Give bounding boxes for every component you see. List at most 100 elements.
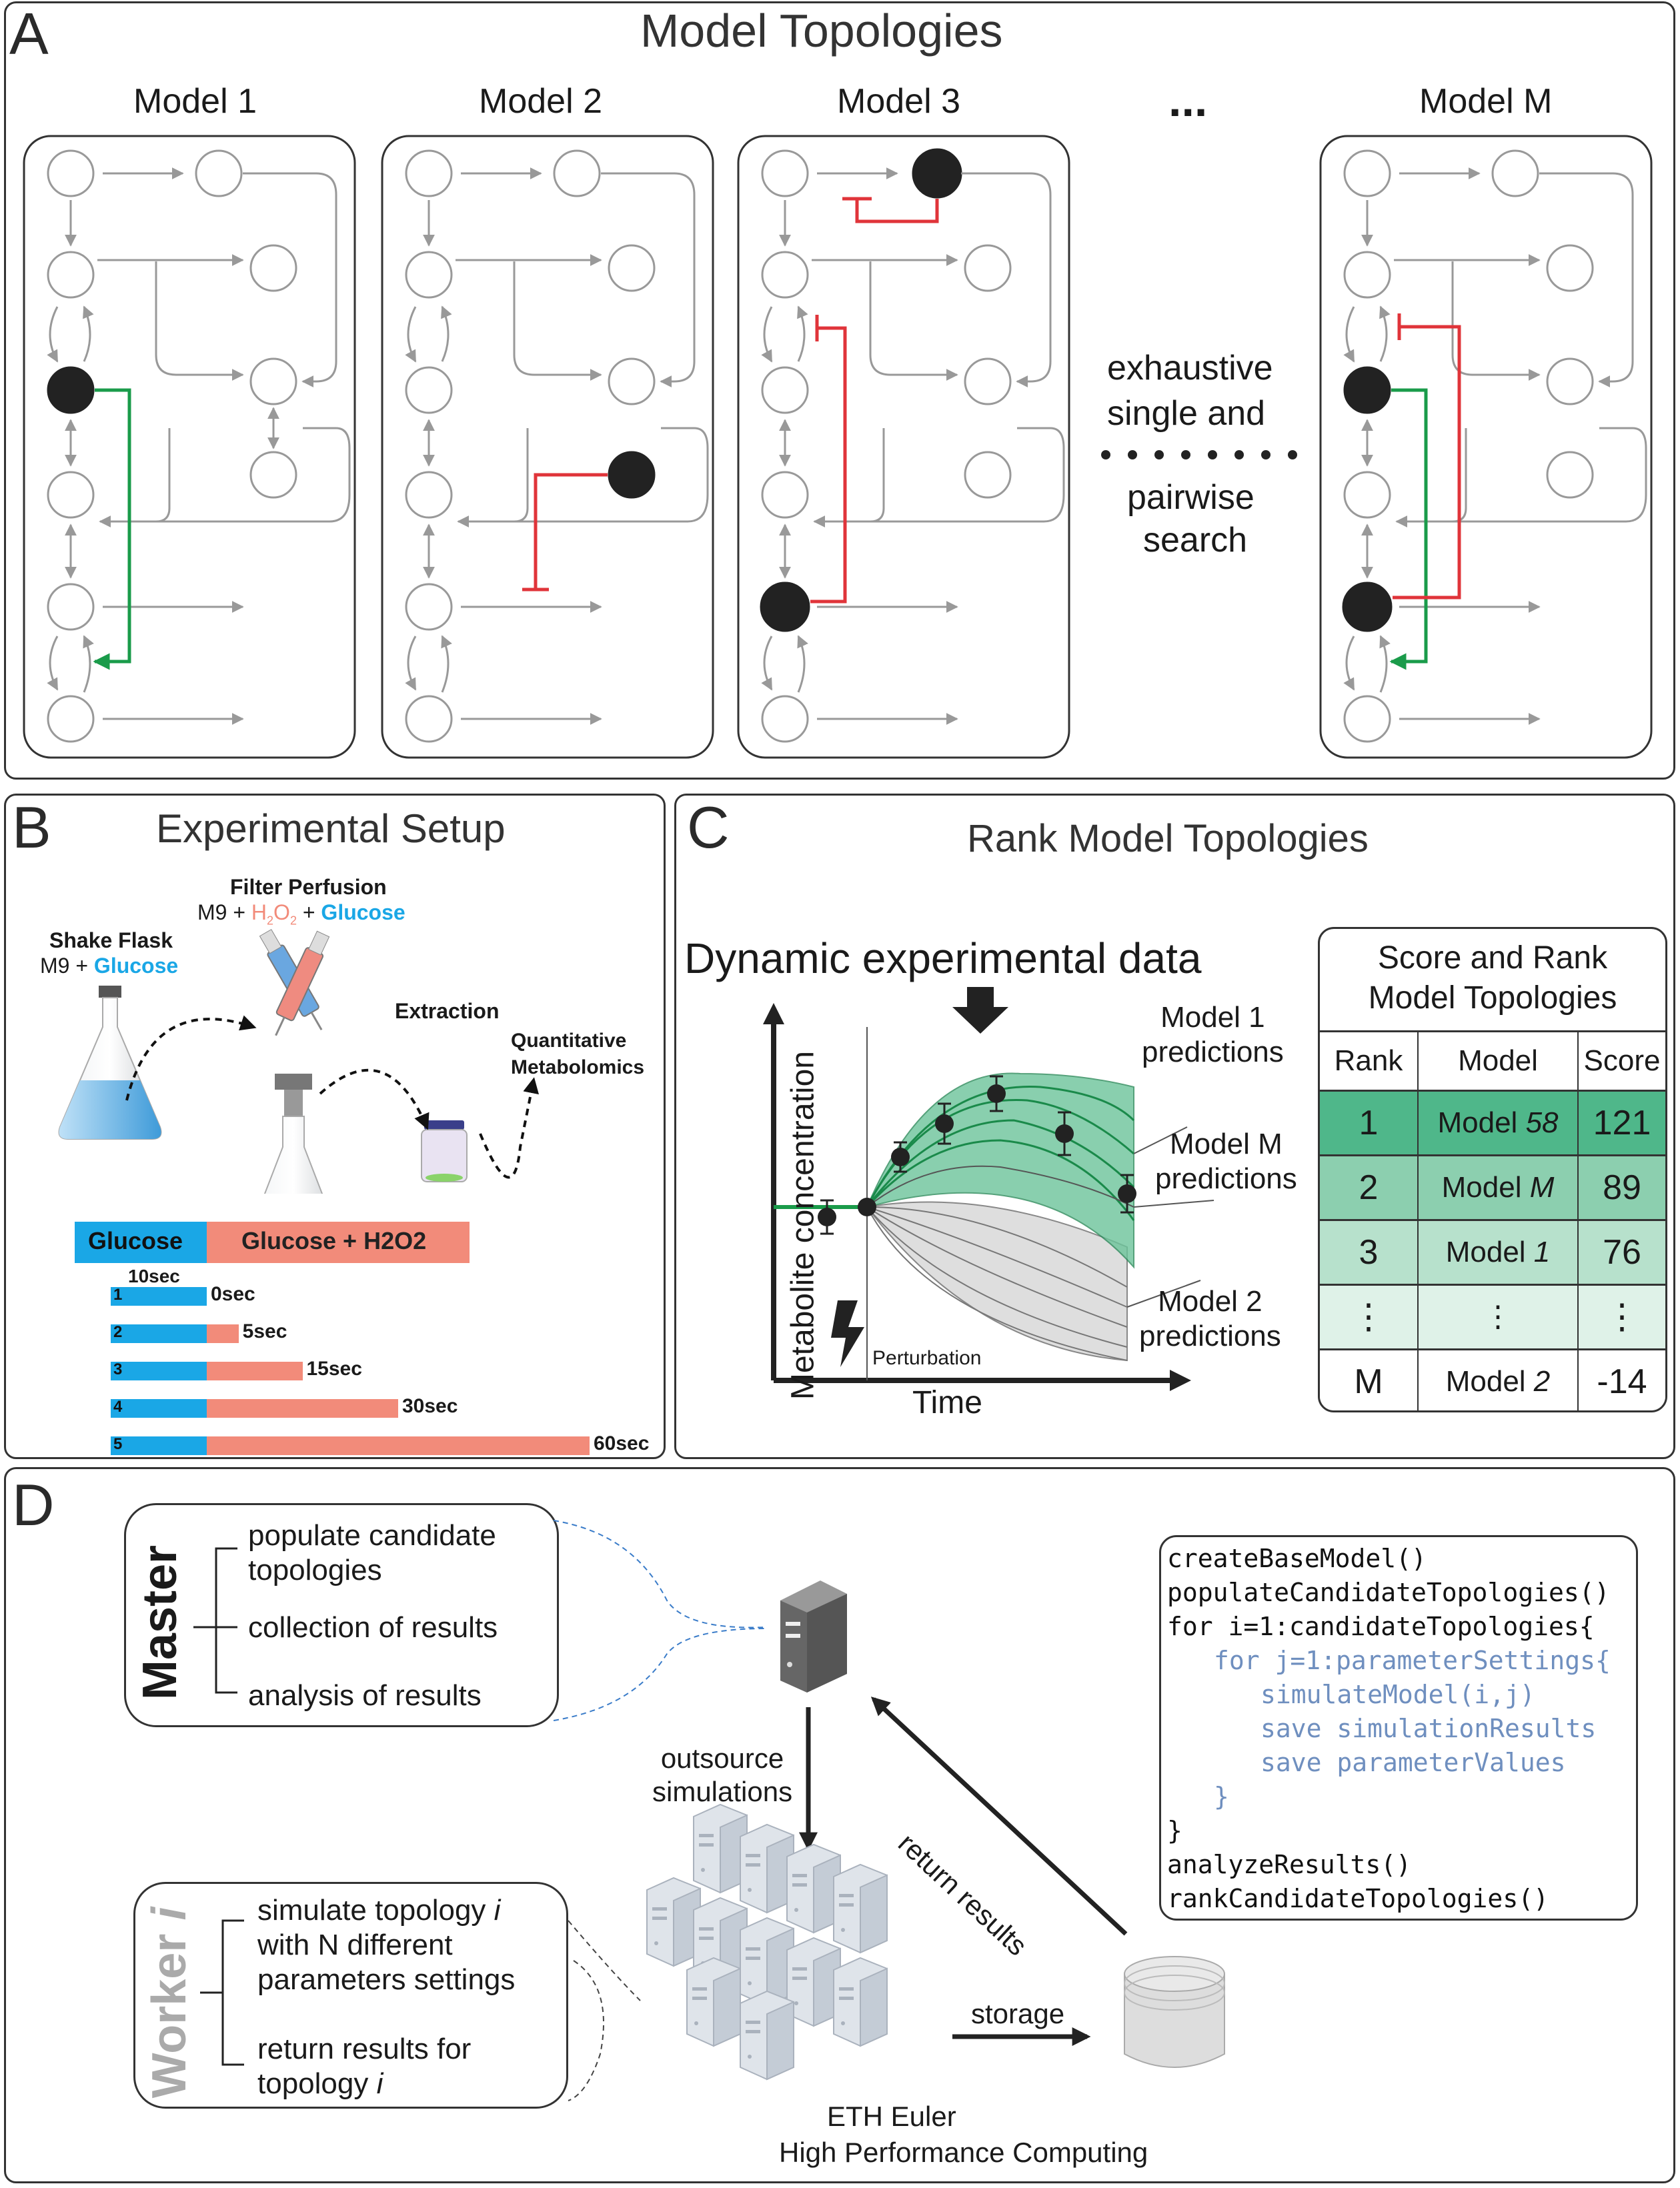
master-item-analysis: analysis of results xyxy=(248,1679,482,1712)
node xyxy=(553,149,601,197)
data-point xyxy=(987,1084,1006,1103)
schedule-duration-label: 0sec xyxy=(211,1283,255,1305)
node xyxy=(761,366,809,414)
model-3-title: Model 3 xyxy=(837,82,960,121)
node xyxy=(249,357,297,405)
model-1-title: Model 1 xyxy=(133,82,257,121)
code-line: createBaseModel() xyxy=(1167,1544,1427,1573)
server-icon xyxy=(833,1863,888,1954)
schedule-row-number: 3 xyxy=(113,1360,123,1378)
experiment-illustration xyxy=(58,929,540,1194)
data-point xyxy=(858,1198,876,1216)
panel-a-label: A xyxy=(9,1,49,67)
score-cell: 76 xyxy=(1579,1221,1665,1284)
data-points xyxy=(818,1075,1136,1235)
node xyxy=(195,149,243,197)
schedule-h2o2-segment xyxy=(207,1324,239,1343)
filter-flask-icon xyxy=(263,1074,323,1194)
node xyxy=(1343,695,1391,743)
model-cell: Model 58 xyxy=(1419,1092,1579,1154)
model-cell: Model M xyxy=(1419,1156,1579,1219)
shake-flask-label: Shake Flask xyxy=(49,928,173,952)
h2o2-text: H2O2 xyxy=(251,900,297,928)
extraction-label: Extraction xyxy=(395,999,500,1023)
score-cell: 89 xyxy=(1579,1156,1665,1219)
schedule-h2o2-segment xyxy=(207,1362,303,1380)
node xyxy=(1491,149,1539,197)
node xyxy=(405,471,453,519)
schedule-duration-label: 15sec xyxy=(306,1358,362,1380)
node xyxy=(964,244,1012,292)
schedule-glucose-segment xyxy=(111,1324,207,1343)
score-cell: ⋮ xyxy=(1579,1286,1665,1348)
schedule-glucose-segment xyxy=(111,1399,207,1418)
node xyxy=(47,149,95,197)
table-row: 3 Model 1 76 xyxy=(1320,1219,1665,1284)
panel-c-title: Rank Model Topologies xyxy=(967,817,1369,860)
cluster-icon xyxy=(646,1803,888,2081)
model-m-network xyxy=(1319,135,1653,759)
server-icon xyxy=(693,1803,748,1894)
server-icon xyxy=(740,1823,794,1914)
node xyxy=(405,695,453,743)
node xyxy=(1343,149,1391,197)
perturbed-node xyxy=(1342,582,1393,632)
model-1-predictions-label: Model 1 predictions xyxy=(1142,1001,1284,1068)
master-item-populate: populate candidate xyxy=(248,1519,496,1552)
code-line: for i=1:candidateTopologies{ xyxy=(1167,1612,1595,1641)
database-icon xyxy=(1124,1956,1225,2068)
table-row: M Model 2 -14 xyxy=(1320,1348,1665,1410)
glucose-bar-label: Glucose xyxy=(88,1227,183,1254)
score-cell: -14 xyxy=(1579,1350,1665,1410)
schedule-glucose-segment xyxy=(111,1287,207,1306)
quant-label-2: Metabolomics xyxy=(511,1056,645,1078)
search-text-3: pairwise xyxy=(1127,478,1254,517)
node xyxy=(608,244,656,292)
node xyxy=(405,149,453,197)
model-cell: ⋮ xyxy=(1419,1286,1579,1348)
worker-box xyxy=(133,1882,568,2109)
node xyxy=(964,357,1012,405)
shake-flask-icon xyxy=(58,986,162,1140)
server-icon xyxy=(833,1957,888,2047)
model-cell: Model 1 xyxy=(1419,1221,1579,1284)
search-text-2: single and xyxy=(1107,394,1266,433)
model-2-network xyxy=(381,135,714,759)
node xyxy=(1546,357,1594,405)
node xyxy=(249,244,297,292)
panel-a-title: Model Topologies xyxy=(640,5,1003,57)
model-m-curve xyxy=(866,1165,1134,1208)
master-bracket xyxy=(193,1547,237,1694)
rank-cell: 2 xyxy=(1320,1156,1419,1219)
schedule-glucose-segment xyxy=(111,1362,207,1380)
sample-vial-icon xyxy=(421,1120,468,1182)
model-cell: Model 2 xyxy=(1419,1350,1579,1410)
node xyxy=(761,149,809,197)
schedule-row-number: 5 xyxy=(113,1435,123,1453)
hpc-label: High Performance Computing xyxy=(779,2137,1148,2168)
arrow-down-icon xyxy=(952,987,1008,1034)
filter-perfusion-label: Filter Perfusion xyxy=(230,875,387,899)
node xyxy=(47,471,95,519)
code-line: analyzeResults() xyxy=(1167,1850,1412,1879)
schedule-h2o2-segment xyxy=(207,1436,590,1455)
x-axis-label: Time xyxy=(912,1385,982,1420)
worker-item-n-different: with N different xyxy=(257,1929,453,1961)
ellipsis: ... xyxy=(1168,74,1208,126)
search-text-4: search xyxy=(1143,521,1248,560)
column-header: Rank xyxy=(1320,1032,1419,1090)
rank-table-header: Rank Model Score xyxy=(1320,1030,1665,1090)
schedule-duration-label: 60sec xyxy=(594,1432,650,1454)
schedule-row-number: 1 xyxy=(113,1286,123,1304)
data-point xyxy=(1118,1184,1136,1203)
node xyxy=(405,366,453,414)
score-table-box: Score and Rank Model Topologies Rank Model… xyxy=(1318,927,1667,1412)
code-line: rankCandidateTopologies() xyxy=(1167,1884,1549,1913)
model-1-network xyxy=(23,135,356,759)
node xyxy=(47,583,95,631)
worker-item-return: return results for xyxy=(257,2033,472,2065)
schedule-glucose-segment xyxy=(111,1436,207,1455)
code-line: populateCandidateTopologies() xyxy=(1167,1578,1610,1607)
master-item-collection: collection of results xyxy=(248,1611,498,1644)
